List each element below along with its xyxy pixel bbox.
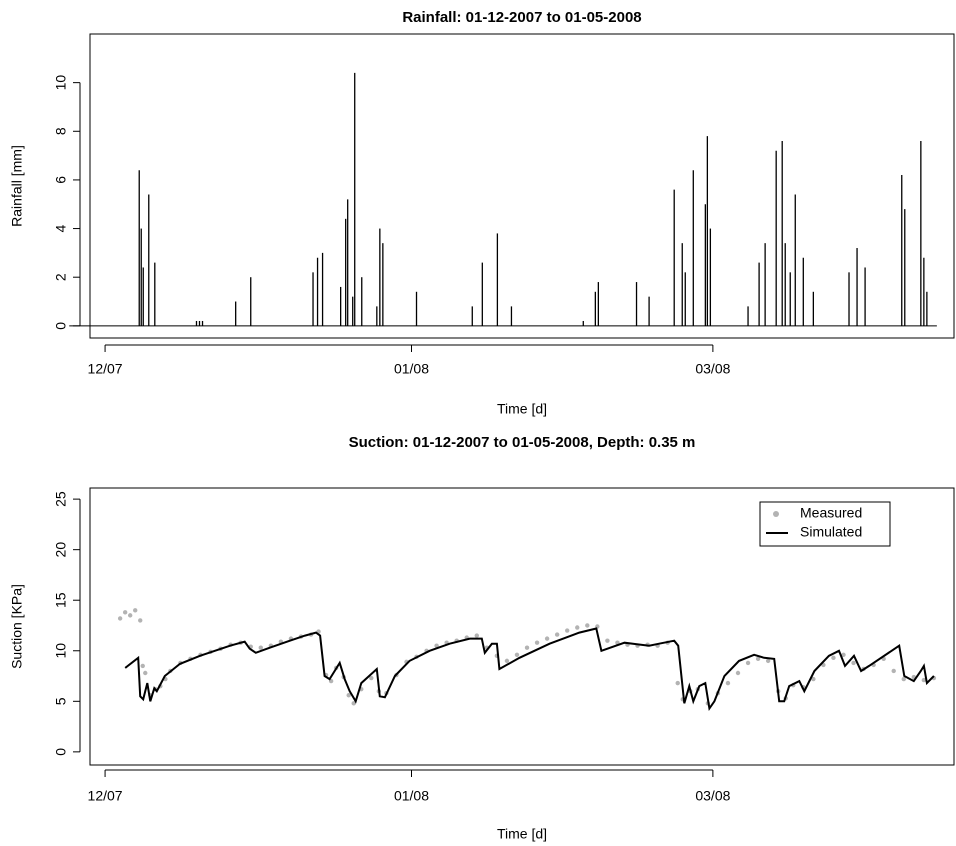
measured-point — [351, 701, 356, 706]
measured-point — [554, 632, 560, 637]
measured-point — [891, 668, 896, 674]
measured-point — [765, 658, 771, 664]
measured-point — [831, 655, 836, 661]
measured-point — [143, 670, 148, 676]
measured-point — [575, 625, 580, 630]
chart-title: Rainfall: 01-12-2007 to 01-05-2008 — [402, 9, 641, 26]
measured-point — [735, 670, 741, 676]
y-tick-label: 0 — [53, 322, 69, 330]
measured-point — [921, 677, 927, 683]
measured-point — [811, 676, 816, 682]
measured-point — [138, 618, 143, 623]
measured-point — [585, 623, 590, 628]
y-tick-label: 10 — [53, 75, 69, 91]
y-tick-label: 5 — [53, 697, 69, 705]
y-tick-label: 10 — [53, 643, 69, 659]
measured-point — [514, 652, 520, 658]
measured-point — [745, 660, 751, 666]
measured-point — [140, 663, 145, 669]
y-tick-label: 2 — [53, 273, 69, 281]
chart-title: Suction: 01-12-2007 to 01-05-2008, Depth… — [349, 434, 696, 451]
x-tick-label: 01/08 — [394, 788, 429, 804]
plot-box — [89, 33, 955, 339]
x-tick-label: 01/08 — [394, 361, 429, 377]
measured-point — [127, 613, 133, 618]
x-tick-label: 12/07 — [88, 788, 123, 804]
measured-point — [434, 643, 439, 648]
y-tick-label: 8 — [53, 127, 69, 135]
measured-point — [675, 680, 680, 686]
measured-point — [133, 608, 138, 613]
legend-label: Measured — [800, 505, 862, 521]
measured-point — [565, 628, 570, 633]
measured-point — [117, 616, 123, 621]
measured-point — [725, 680, 731, 686]
y-tick-label: 6 — [53, 176, 69, 184]
x-tick-label: 12/07 — [88, 361, 123, 377]
y-tick-label: 4 — [53, 224, 69, 232]
measured-point — [258, 645, 263, 650]
x-tick-label: 03/08 — [695, 361, 730, 377]
simulated-line — [124, 627, 935, 711]
measured-point — [534, 640, 540, 645]
y-tick-label: 0 — [53, 748, 69, 756]
y-axis-label: Suction [KPa] — [9, 584, 25, 669]
measured-point — [544, 636, 550, 641]
x-axis-label: Time [d] — [497, 826, 547, 842]
measured-point — [524, 645, 530, 650]
legend-label: Simulated — [800, 524, 862, 540]
measured-point — [901, 676, 906, 682]
y-tick-label: 20 — [53, 542, 69, 558]
measured-point — [605, 638, 610, 643]
x-axis-label: Time [d] — [497, 401, 547, 417]
measured-point — [504, 658, 510, 664]
y-axis-label: Rainfall [mm] — [9, 145, 25, 227]
plot-box — [89, 487, 955, 766]
measured-point — [369, 675, 374, 681]
y-tick-label: 15 — [53, 592, 69, 608]
measured-point — [851, 660, 856, 666]
x-tick-label: 03/08 — [695, 788, 730, 804]
legend-symbol — [773, 511, 779, 517]
legend-box — [759, 501, 891, 547]
y-tick-label: 25 — [53, 491, 69, 507]
measured-point — [122, 610, 128, 615]
measured-point — [474, 633, 479, 638]
measured-point — [841, 652, 846, 658]
measured-point — [755, 656, 761, 662]
measured-point — [346, 693, 351, 698]
